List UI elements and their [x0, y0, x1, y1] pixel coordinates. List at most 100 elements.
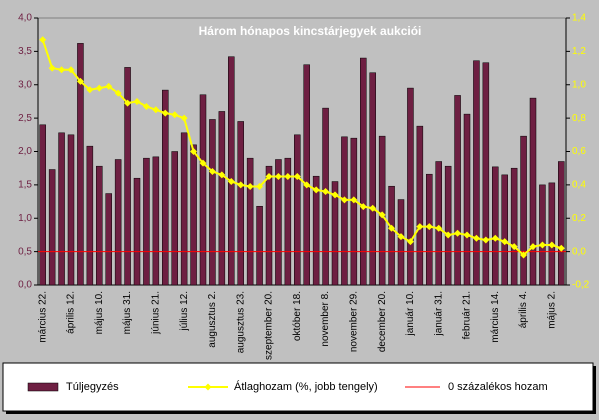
- line-marker: [265, 173, 273, 181]
- bar: [171, 151, 178, 286]
- line-marker: [491, 234, 499, 242]
- line-marker: [557, 244, 565, 252]
- bar: [246, 157, 254, 286]
- x-tick-label: szeptember 20.: [264, 291, 275, 360]
- line-marker: [406, 238, 414, 246]
- line-marker: [199, 159, 207, 167]
- line-marker: [548, 241, 556, 249]
- line-marker: [237, 181, 245, 189]
- bar: [369, 72, 376, 286]
- x-tick-label: május 2.: [546, 291, 557, 329]
- x-tick-label: április 12.: [66, 291, 77, 334]
- bar: [360, 57, 367, 286]
- chart-title: Három hónapos kincstárjegyek aukciói: [199, 24, 422, 38]
- bar: [350, 137, 358, 286]
- bar: [180, 132, 188, 286]
- line-marker: [48, 64, 56, 72]
- bar: [284, 157, 292, 286]
- bar: [444, 165, 452, 286]
- legend-box: [2, 362, 594, 412]
- line-marker: [529, 243, 537, 251]
- y-tick-label: 4,0: [18, 13, 32, 24]
- line-marker: [538, 241, 546, 249]
- bar: [39, 124, 46, 286]
- x-tick-label: január 10.: [405, 291, 416, 336]
- bar: [218, 111, 226, 286]
- line-marker: [256, 183, 264, 191]
- legend-swatch: [27, 382, 59, 392]
- bar: [322, 107, 329, 286]
- x-tick-label: november 8.: [320, 291, 331, 347]
- bar: [435, 161, 442, 286]
- x-tick-label: november 29.: [348, 291, 359, 352]
- bar: [501, 174, 508, 286]
- x-tick-label: július 12.: [179, 291, 190, 331]
- bar: [378, 135, 386, 286]
- x-tick-label: április 4.: [518, 291, 529, 328]
- line-marker: [227, 178, 235, 186]
- y-tick-label: 1,0: [18, 213, 32, 224]
- legend-label: 0 százalékos hozam: [448, 381, 548, 393]
- x-tick-label: március 14.: [490, 291, 501, 343]
- line-marker: [520, 251, 528, 259]
- bar: [237, 121, 244, 286]
- bar: [96, 165, 103, 286]
- bar: [58, 132, 65, 286]
- line-marker: [190, 148, 198, 155]
- y2-tick-label: -0,2: [572, 280, 590, 291]
- line-marker: [246, 183, 254, 191]
- bar: [143, 157, 150, 286]
- line-marker: [274, 173, 282, 181]
- x-tick-label: június 21.: [150, 291, 161, 335]
- x-tick-label: február 21.: [462, 291, 473, 339]
- bar: [86, 145, 94, 286]
- y2-tick-label: 1,2: [572, 46, 586, 57]
- y2-tick-label: 0,6: [572, 146, 586, 157]
- y-tick-label: 1,5: [18, 180, 32, 191]
- line-marker: [293, 173, 301, 181]
- line-marker: [58, 66, 66, 74]
- line-marker: [359, 203, 367, 211]
- bar: [510, 167, 518, 286]
- bar: [114, 159, 122, 286]
- line-marker: [322, 188, 330, 196]
- line-marker: [425, 223, 433, 231]
- y-tick-label: 3,0: [18, 79, 32, 90]
- line-marker: [124, 99, 132, 107]
- line-marker: [454, 229, 462, 237]
- bar: [492, 166, 499, 286]
- y-tick-label: 0,0: [18, 280, 32, 291]
- line-marker: [378, 211, 386, 219]
- y2-tick-label: 1,0: [572, 79, 586, 90]
- bar: [162, 89, 169, 286]
- line-marker: [67, 66, 75, 74]
- bar: [294, 134, 301, 286]
- line-marker: [303, 181, 311, 189]
- line-marker: [331, 191, 339, 199]
- line-marker: [161, 109, 169, 117]
- line-marker: [76, 77, 84, 85]
- bar: [133, 177, 141, 286]
- line-marker: [114, 89, 122, 97]
- line-marker: [444, 231, 452, 239]
- bar: [209, 119, 216, 286]
- line-marker: [152, 106, 160, 114]
- bar: [341, 136, 348, 286]
- legend-marker: [204, 383, 212, 391]
- line-marker: [416, 223, 424, 231]
- x-tick-label: augusztus 2.: [207, 291, 218, 348]
- bar: [105, 193, 112, 286]
- bar: [124, 67, 131, 286]
- bar: [397, 199, 405, 286]
- x-tick-label: december 20.: [377, 291, 388, 352]
- bar: [331, 181, 339, 286]
- line-marker: [39, 36, 47, 44]
- line-marker: [482, 236, 490, 244]
- line-marker: [388, 224, 396, 232]
- bar: [190, 144, 197, 286]
- line-marker: [208, 168, 216, 176]
- line-marker: [435, 224, 443, 232]
- line-marker: [142, 102, 150, 110]
